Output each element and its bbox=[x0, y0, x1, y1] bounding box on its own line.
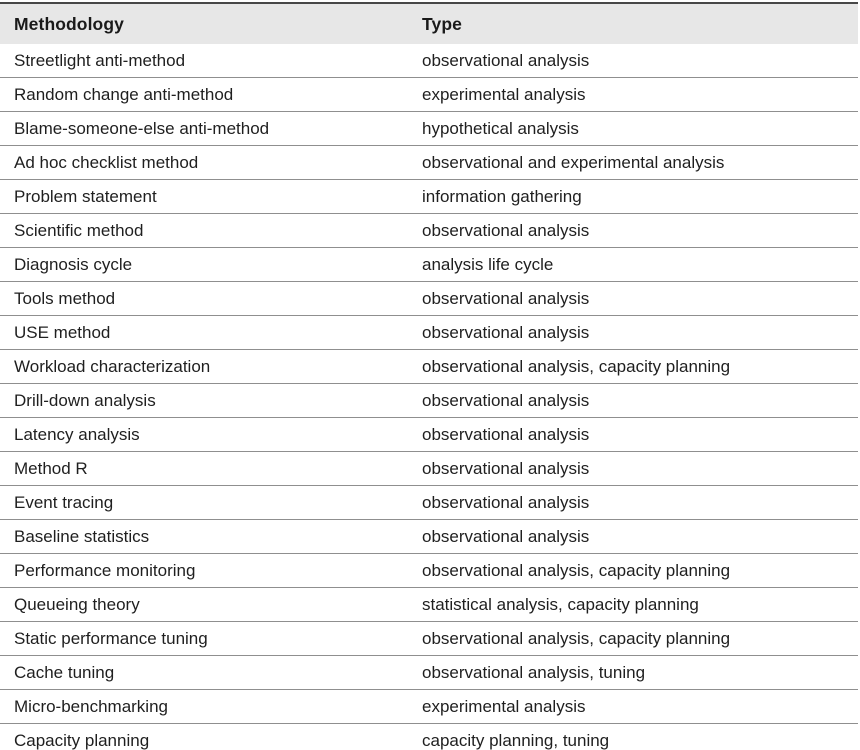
table-row: Queueing theory statistical analysis, ca… bbox=[0, 587, 858, 622]
methodology-cell: Latency analysis bbox=[0, 417, 408, 452]
type-cell: observational analysis, capacity plannin… bbox=[408, 349, 858, 384]
type-cell: observational analysis, capacity plannin… bbox=[408, 621, 858, 656]
type-cell: experimental analysis bbox=[408, 689, 858, 724]
type-cell: observational analysis bbox=[408, 451, 858, 486]
table-row: Static performance tuning observational … bbox=[0, 621, 858, 656]
type-cell: analysis life cycle bbox=[408, 247, 858, 282]
table-row: Blame-someone-else anti-method hypotheti… bbox=[0, 111, 858, 146]
methodology-cell: Baseline statistics bbox=[0, 519, 408, 554]
type-cell: hypothetical analysis bbox=[408, 111, 858, 146]
table-row: Baseline statistics observational analys… bbox=[0, 519, 858, 554]
methodology-cell: Method R bbox=[0, 451, 408, 486]
type-cell: observational analysis bbox=[408, 485, 858, 520]
type-cell: observational analysis bbox=[408, 417, 858, 452]
methodology-cell: Diagnosis cycle bbox=[0, 247, 408, 282]
methodology-cell: Drill-down analysis bbox=[0, 383, 408, 418]
table-row: Performance monitoring observational ana… bbox=[0, 553, 858, 588]
type-cell: observational analysis bbox=[408, 315, 858, 350]
type-cell: observational analysis, capacity plannin… bbox=[408, 553, 858, 588]
type-cell: observational analysis bbox=[408, 281, 858, 316]
methodology-cell: Capacity planning bbox=[0, 723, 408, 750]
type-cell: information gathering bbox=[408, 179, 858, 214]
methodology-cell: Event tracing bbox=[0, 485, 408, 520]
methodology-cell: Random change anti-method bbox=[0, 77, 408, 112]
methodology-cell: Static performance tuning bbox=[0, 621, 408, 656]
table-row: Latency analysis observational analysis bbox=[0, 417, 858, 452]
type-cell: statistical analysis, capacity planning bbox=[408, 587, 858, 622]
table-row: Capacity planning capacity planning, tun… bbox=[0, 723, 858, 750]
table-row: Tools method observational analysis bbox=[0, 281, 858, 316]
column-header-methodology: Methodology bbox=[14, 13, 124, 34]
table-row: Micro-benchmarking experimental analysis bbox=[0, 689, 858, 724]
methodology-cell: Workload characterization bbox=[0, 349, 408, 384]
methodology-cell: Queueing theory bbox=[0, 587, 408, 622]
type-cell: observational analysis bbox=[408, 213, 858, 248]
table-row: Event tracing observational analysis bbox=[0, 485, 858, 520]
methodology-cell: Ad hoc checklist method bbox=[0, 145, 408, 180]
table-row: Random change anti-method experimental a… bbox=[0, 77, 858, 112]
methodology-cell: Micro-benchmarking bbox=[0, 689, 408, 724]
type-cell: observational analysis bbox=[408, 44, 858, 78]
table-row: USE method observational analysis bbox=[0, 315, 858, 350]
type-cell: observational analysis bbox=[408, 383, 858, 418]
table-row: Streetlight anti-method observational an… bbox=[0, 44, 858, 78]
table-row: Method R observational analysis bbox=[0, 451, 858, 486]
methodology-cell: USE method bbox=[0, 315, 408, 350]
type-cell: observational analysis bbox=[408, 519, 858, 554]
methodology-cell: Scientific method bbox=[0, 213, 408, 248]
table-row: Ad hoc checklist method observational an… bbox=[0, 145, 858, 180]
methodology-cell: Performance monitoring bbox=[0, 553, 408, 588]
table-row: Diagnosis cycle analysis life cycle bbox=[0, 247, 858, 282]
type-cell: observational and experimental analysis bbox=[408, 145, 858, 180]
methodology-cell: Cache tuning bbox=[0, 655, 408, 690]
type-cell: experimental analysis bbox=[408, 77, 858, 112]
table-row: Problem statement information gathering bbox=[0, 179, 858, 214]
type-cell: capacity planning, tuning bbox=[408, 723, 858, 750]
table-row: Drill-down analysis observational analys… bbox=[0, 383, 858, 418]
methodology-cell: Streetlight anti-method bbox=[0, 44, 408, 78]
table-row: Scientific method observational analysis bbox=[0, 213, 858, 248]
table-header: Methodology Type bbox=[0, 3, 858, 44]
header-row: Methodology Type bbox=[0, 3, 858, 44]
table-body: Streetlight anti-method observational an… bbox=[0, 44, 858, 750]
type-cell: observational analysis, tuning bbox=[408, 655, 858, 690]
methodology-cell: Tools method bbox=[0, 281, 408, 316]
column-header-type: Type bbox=[422, 13, 462, 34]
methodology-cell: Problem statement bbox=[0, 179, 408, 214]
table-row: Workload characterization observational … bbox=[0, 349, 858, 384]
methodology-cell: Blame-someone-else anti-method bbox=[0, 111, 408, 146]
table-row: Cache tuning observational analysis, tun… bbox=[0, 655, 858, 690]
